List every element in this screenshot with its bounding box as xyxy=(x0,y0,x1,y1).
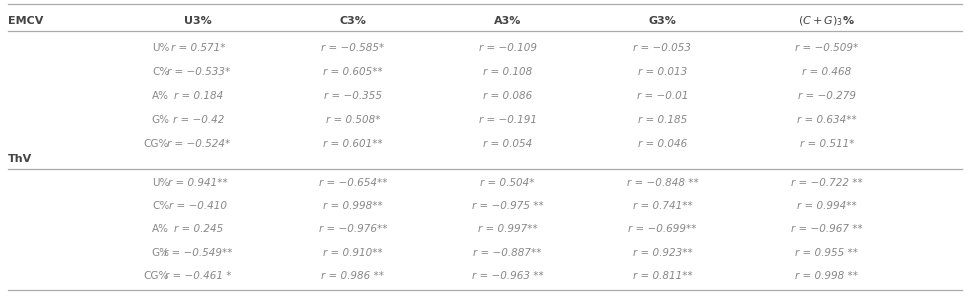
Text: U%: U% xyxy=(152,178,169,188)
Text: r = −0.975 **: r = −0.975 ** xyxy=(472,201,543,211)
Text: r = 0.634**: r = 0.634** xyxy=(797,115,857,125)
Text: r = 0.601**: r = 0.601** xyxy=(323,139,383,149)
Text: r = −0.410: r = −0.410 xyxy=(169,201,227,211)
Text: r = 0.185: r = 0.185 xyxy=(638,115,687,125)
Text: r = 0.986 **: r = 0.986 ** xyxy=(321,271,385,281)
Text: r = 0.923**: r = 0.923** xyxy=(632,248,692,258)
Text: A%: A% xyxy=(152,224,169,235)
Text: r = −0.976**: r = −0.976** xyxy=(319,224,387,235)
Text: r = 0.046: r = 0.046 xyxy=(638,139,687,149)
Text: $(C+G)_3$%: $(C+G)_3$% xyxy=(799,14,855,28)
Text: CG%: CG% xyxy=(144,271,169,281)
Text: r = −0.699**: r = −0.699** xyxy=(629,224,696,235)
Text: r = 0.941**: r = 0.941** xyxy=(168,178,228,188)
Text: r = −0.524*: r = −0.524* xyxy=(166,139,230,149)
Text: ThV: ThV xyxy=(8,153,32,164)
Text: r = 0.108: r = 0.108 xyxy=(484,66,532,77)
Text: r = −0.053: r = −0.053 xyxy=(633,43,691,53)
Text: r = −0.509*: r = −0.509* xyxy=(795,43,859,53)
Text: r = 0.994**: r = 0.994** xyxy=(797,201,857,211)
Text: r = 0.997**: r = 0.997** xyxy=(478,224,538,235)
Text: r = −0.654**: r = −0.654** xyxy=(319,178,387,188)
Text: G3%: G3% xyxy=(649,16,676,26)
Text: r = 0.811**: r = 0.811** xyxy=(632,271,692,281)
Text: r = −0.848 **: r = −0.848 ** xyxy=(627,178,698,188)
Text: r = 0.998**: r = 0.998** xyxy=(323,201,383,211)
Text: r = 0.054: r = 0.054 xyxy=(484,139,532,149)
Text: r = −0.549**: r = −0.549** xyxy=(164,248,232,258)
Text: r = −0.461 *: r = −0.461 * xyxy=(165,271,231,281)
Text: r = 0.013: r = 0.013 xyxy=(638,66,687,77)
Text: CG%: CG% xyxy=(144,139,169,149)
Text: U%: U% xyxy=(152,43,169,53)
Text: r = 0.508*: r = 0.508* xyxy=(326,115,380,125)
Text: r = −0.533*: r = −0.533* xyxy=(166,66,230,77)
Text: r = 0.605**: r = 0.605** xyxy=(323,66,383,77)
Text: r = −0.963 **: r = −0.963 ** xyxy=(472,271,543,281)
Text: r = −0.355: r = −0.355 xyxy=(324,91,382,101)
Text: r = −0.109: r = −0.109 xyxy=(479,43,537,53)
Text: r = 0.741**: r = 0.741** xyxy=(632,201,692,211)
Text: r = −0.967 **: r = −0.967 ** xyxy=(791,224,863,235)
Text: r = 0.955 **: r = 0.955 ** xyxy=(795,248,859,258)
Text: r = 0.245: r = 0.245 xyxy=(174,224,222,235)
Text: G%: G% xyxy=(151,115,169,125)
Text: r = −0.887**: r = −0.887** xyxy=(474,248,542,258)
Text: C3%: C3% xyxy=(339,16,366,26)
Text: A%: A% xyxy=(152,91,169,101)
Text: r = −0.585*: r = −0.585* xyxy=(321,43,385,53)
Text: r = 0.504*: r = 0.504* xyxy=(481,178,535,188)
Text: r = 0.571*: r = 0.571* xyxy=(171,43,225,53)
Text: EMCV: EMCV xyxy=(8,16,44,26)
Text: r = −0.191: r = −0.191 xyxy=(479,115,537,125)
Text: r = −0.01: r = −0.01 xyxy=(636,91,689,101)
Text: G%: G% xyxy=(151,248,169,258)
Text: r = 0.184: r = 0.184 xyxy=(174,91,222,101)
Text: r = 0.511*: r = 0.511* xyxy=(800,139,854,149)
Text: r = −0.722 **: r = −0.722 ** xyxy=(791,178,863,188)
Text: r = 0.468: r = 0.468 xyxy=(803,66,851,77)
Text: r = 0.910**: r = 0.910** xyxy=(323,248,383,258)
Text: r = 0.998 **: r = 0.998 ** xyxy=(795,271,859,281)
Text: A3%: A3% xyxy=(494,16,521,26)
Text: C%: C% xyxy=(152,66,169,77)
Text: C%: C% xyxy=(152,201,169,211)
Text: U3%: U3% xyxy=(185,16,212,26)
Text: r = 0.086: r = 0.086 xyxy=(484,91,532,101)
Text: r = −0.42: r = −0.42 xyxy=(172,115,224,125)
Text: r = −0.279: r = −0.279 xyxy=(798,91,856,101)
